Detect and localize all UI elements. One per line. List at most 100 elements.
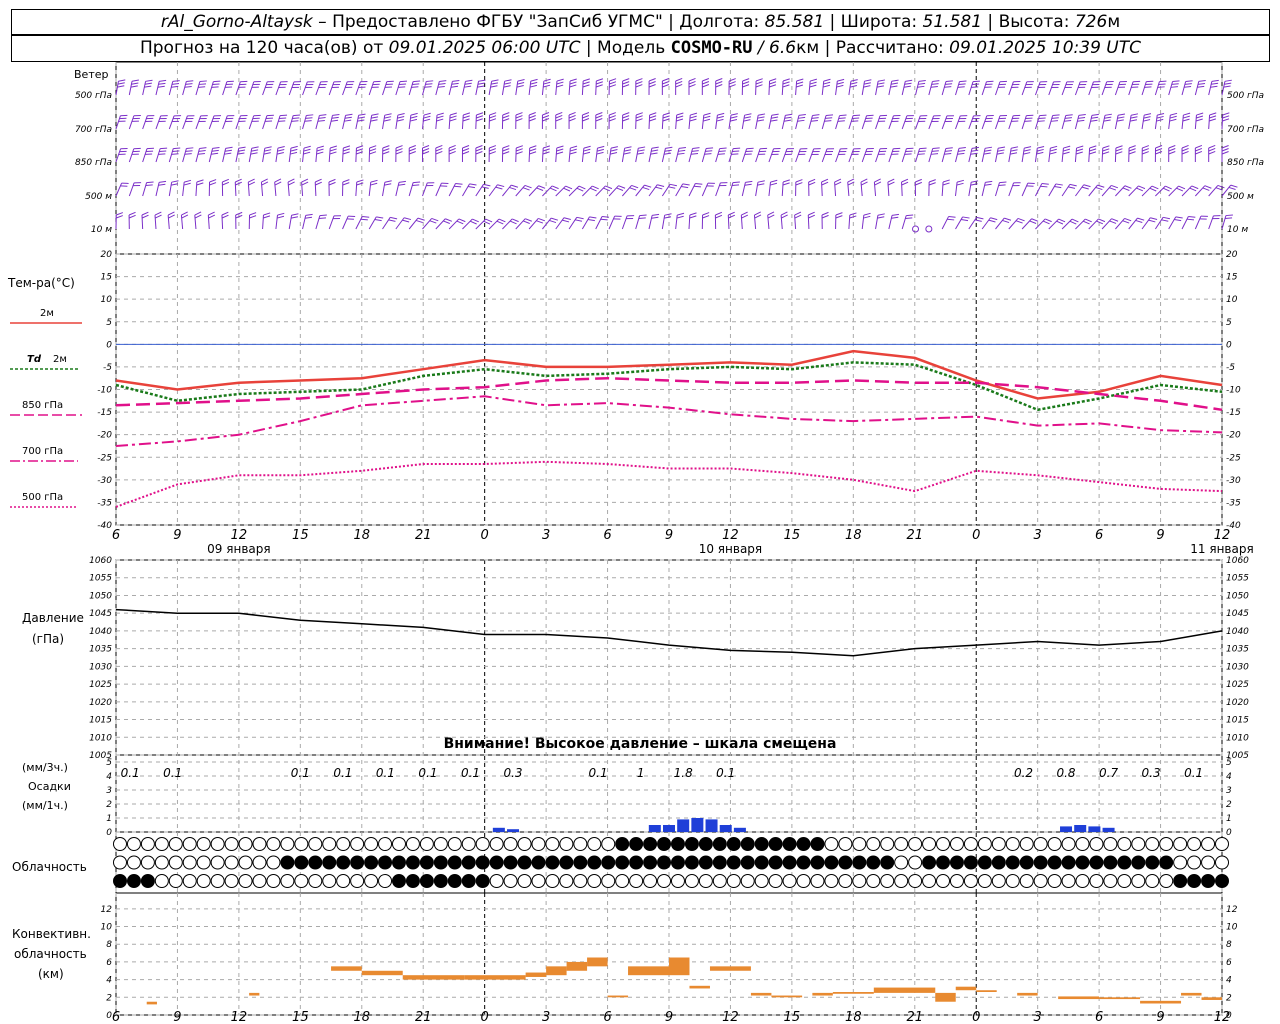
wind-barb-feather [728, 211, 735, 216]
wind-barb-feather [741, 211, 748, 216]
wind-barb-feather [957, 152, 965, 155]
wind-barb-feather [675, 83, 683, 88]
cloud-cover-mark [908, 855, 923, 870]
cloud-cover-mark [838, 837, 853, 851]
wind-barb-feather [186, 147, 194, 150]
cloud-cover-mark [336, 837, 351, 851]
wind-barb-feather [525, 218, 532, 222]
precip-ytick-left: 4 [106, 772, 112, 782]
cloud-cover-mark [210, 837, 225, 851]
wind-barb-feather [798, 116, 806, 119]
wind-barb-feather [538, 185, 546, 189]
wind-barb-feather [551, 185, 559, 190]
wind-barb [1008, 81, 1014, 96]
wind-barb [1061, 148, 1064, 163]
wind-barb [382, 81, 388, 96]
cloud-cover-mark [838, 855, 853, 870]
precip-ytick-right: 4 [1226, 772, 1232, 782]
wind-barb-feather [409, 145, 416, 149]
wind-barb-feather [583, 151, 591, 155]
temp-ytick-right: -15 [1226, 408, 1241, 418]
wind-barb-feather [837, 120, 845, 122]
wind-barb [555, 217, 565, 230]
wind-barb-feather [173, 147, 181, 150]
wind-barb [741, 182, 746, 197]
cloud-cover-mark [643, 874, 658, 888]
wind-barb-feather [1171, 83, 1179, 85]
wind-barb-feather [342, 151, 350, 155]
wind-barb-feather [1181, 145, 1189, 149]
wind-barb-feather [595, 118, 603, 122]
wind-barb-feather [810, 119, 818, 122]
press-ytick-left: 1020 [89, 698, 112, 708]
wind-barb-feather [1157, 112, 1165, 116]
wind-barb-feather [274, 181, 282, 186]
wind-barb-feather [516, 145, 523, 149]
press-ytick-left: 1030 [89, 662, 112, 672]
cloud-cover-mark [419, 874, 434, 888]
wind-barb [675, 148, 680, 163]
wind-barb-feather [1004, 217, 1012, 221]
convective-bar [146, 1001, 157, 1005]
wind-barb-feather [834, 178, 842, 183]
wind-barb-feather [490, 82, 499, 85]
wind-barb [1061, 115, 1067, 130]
wind-barb [368, 115, 373, 130]
precip-value-label: 0.3 [503, 766, 522, 780]
wind-barb-feather [1211, 82, 1219, 85]
cloud-cover-mark [1075, 874, 1090, 888]
convective-bar [709, 966, 751, 971]
wind-barb-feather [1174, 219, 1182, 222]
wind-barb-feather [1038, 117, 1046, 119]
cloud-cover-mark [113, 874, 127, 888]
wind-barb-feather [483, 183, 491, 187]
cloud-cover-mark [545, 874, 560, 888]
wind-barb-feather [988, 219, 996, 223]
wind-barb [408, 182, 414, 197]
cloud-cover-mark [266, 855, 281, 870]
wind-barb-feather [1111, 184, 1119, 189]
wind-barb-feather [293, 114, 301, 117]
altitude-unit: м [1107, 12, 1121, 32]
cloud-label: Облачность [12, 860, 87, 874]
wind-barb-feather [563, 187, 571, 192]
wind-barb-feather [690, 152, 699, 155]
cloud-cover-mark [350, 837, 365, 851]
wind-barb [1168, 115, 1171, 130]
wind-barb-feather [1049, 148, 1057, 152]
wind-barb-feather [542, 115, 550, 119]
wind-barb-feather [1102, 151, 1110, 155]
cloud-cover-mark [168, 874, 183, 888]
wind-barb-feather [470, 220, 477, 225]
cloud-cover-mark [1215, 874, 1229, 888]
wind-barb-feather [999, 181, 1007, 184]
cloud-cover-mark [196, 837, 211, 851]
wind-barb-feather [702, 212, 710, 216]
wind-barb [873, 182, 877, 197]
wind-barb-feather [825, 114, 834, 117]
wind-barb-feather [998, 184, 1006, 186]
cloud-cover-mark [182, 874, 197, 888]
wind-barb-feather [821, 181, 829, 186]
wind-barb-feather [209, 182, 217, 186]
wind-barb-feather [757, 180, 765, 183]
cloud-cover-mark [670, 837, 685, 851]
precip-ytick-left: 5 [106, 758, 112, 768]
panel-labels: Ветер Тем-ра(°C) 2м Td 2м 850 гПа 700 гП… [7, 68, 836, 981]
wind-barb-feather [1222, 112, 1230, 116]
wind-barb [968, 182, 972, 197]
wind-barb-feather [782, 78, 790, 82]
cloud-cover-mark [447, 874, 462, 888]
wind-barb-feather [983, 152, 991, 155]
wind-barb [115, 81, 119, 96]
cloud-cover-mark [1061, 855, 1076, 870]
wind-barb-feather [784, 116, 792, 119]
cloud-cover-mark [280, 874, 295, 888]
wind-barb-feather [676, 115, 684, 119]
wind-barb-feather [808, 178, 816, 183]
wind-barb-feather [1198, 80, 1206, 82]
wind-barb-feather [292, 117, 300, 119]
wind-barb-feather [821, 178, 829, 183]
wind-barb-feather [425, 83, 433, 85]
wind-barb [1115, 185, 1126, 197]
